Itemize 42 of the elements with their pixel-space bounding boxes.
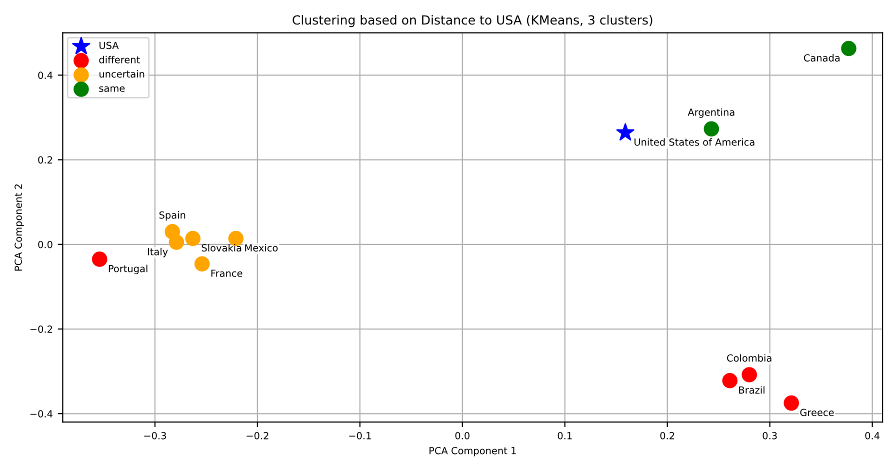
y-tick-label: 0.2 <box>38 156 52 164</box>
y-tick-label: −0.4 <box>30 410 52 418</box>
legend-label: uncertain <box>100 70 144 78</box>
x-tick-label: −0.3 <box>144 432 166 440</box>
annotation: Portugal <box>108 264 148 274</box>
point <box>194 256 210 272</box>
annotation: Mexico <box>245 244 278 252</box>
annotation: Greece <box>800 408 834 416</box>
point <box>185 230 201 246</box>
point <box>841 40 856 56</box>
x-tick-label: 0.0 <box>455 432 470 440</box>
y-tick-label: 0.0 <box>38 240 52 248</box>
annotation: Italy <box>148 248 168 258</box>
point <box>704 121 720 137</box>
point <box>722 372 738 388</box>
annotation: United States of America <box>634 138 754 146</box>
point <box>616 123 634 140</box>
annotation: Brazil <box>739 386 764 394</box>
annotation: Slovakia <box>202 244 242 252</box>
legend-label: same <box>99 86 125 92</box>
annotation: Canada <box>804 54 840 62</box>
x-tick-label: −0.2 <box>246 432 268 440</box>
x-tick-label: −0.1 <box>349 432 371 440</box>
x-tick-label: 0.4 <box>865 432 880 440</box>
y-tick-label: 0.4 <box>38 72 52 79</box>
x-tick-label: 0.2 <box>660 432 674 440</box>
point <box>92 252 108 267</box>
point <box>784 395 799 411</box>
annotation: Colombia <box>727 354 772 362</box>
point <box>168 234 184 250</box>
annotation: France <box>211 270 242 277</box>
y-tick-label: −0.2 <box>30 325 52 333</box>
x-tick-label: 0.1 <box>558 432 572 440</box>
point <box>742 367 757 382</box>
annotation: Argentina <box>688 108 734 118</box>
y-axis-title: PCA Component 2 <box>14 184 24 271</box>
x-axis-title: PCA Component 1 <box>430 446 516 456</box>
legend-label: USA <box>100 42 119 50</box>
annotation: Spain <box>159 211 186 221</box>
x-tick-label: 0.3 <box>762 432 777 440</box>
chart-title: Clustering based on Distance to USA (KMeans, 3 clusters) <box>292 15 652 28</box>
legend-label: different <box>99 56 140 64</box>
